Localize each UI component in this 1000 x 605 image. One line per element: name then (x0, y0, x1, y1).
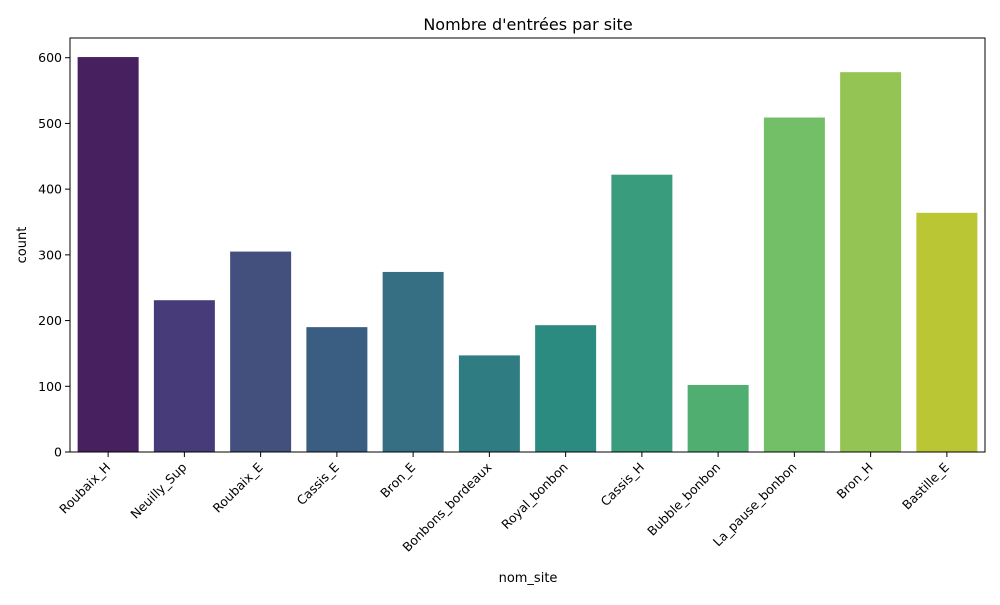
bar-Bonbons_bordeaux (458, 355, 520, 452)
y-tick-label: 300 (38, 247, 62, 262)
y-axis-label: count (15, 227, 30, 264)
x-tick-label: Bubble_bonbon (644, 460, 723, 539)
y-tick-label: 600 (38, 50, 62, 65)
bar-Roubaix_E (230, 251, 292, 452)
bar-Neuilly_Sup (153, 300, 215, 452)
x-tick-label: Neuilly_Sup (127, 459, 189, 521)
chart-title: Nombre d'entrées par site (423, 15, 632, 34)
x-tick-label: Roubaix_E (210, 459, 266, 515)
y-tick-label: 200 (38, 313, 62, 328)
x-tick-label: Royal_bonbon (498, 460, 571, 533)
bar-La_pause_bonbon (763, 117, 825, 452)
x-tick-label: Cassis_H (597, 460, 647, 510)
y-tick-label: 100 (38, 379, 62, 394)
x-tick-label: Cassis_E (294, 459, 343, 508)
y-tick-label: 500 (38, 116, 62, 131)
bar-Bubble_bonbon (687, 384, 749, 452)
bar-Royal_bonbon (535, 325, 597, 452)
plot-frame (69, 37, 986, 453)
bar-Bastille_E (916, 212, 978, 452)
x-tick-label: Bron_E (377, 459, 418, 500)
bar-Cassis_E (306, 327, 368, 452)
x-tick-label: Bastille_E (899, 459, 952, 512)
bars-group (77, 57, 978, 453)
bar-Bron_E (382, 271, 444, 452)
x-axis-ticks: Roubaix_H Neuilly_Sup Roubaix_E Cassis_E Bro… (56, 452, 952, 555)
y-tick-label: 0 (54, 445, 62, 460)
bar-Bron_H (840, 72, 902, 453)
x-tick-label: Bron_H (834, 460, 876, 502)
bar-Roubaix_H (77, 57, 139, 453)
x-tick-label: Roubaix_H (56, 460, 113, 517)
x-tick-label: La_pause_bonbon (710, 460, 800, 550)
bar-Cassis_H (611, 174, 673, 452)
y-axis-ticks: 0 100 200 300 400 500 600 (38, 50, 70, 460)
x-axis-label: nom_site (499, 571, 558, 586)
y-tick-label: 400 (38, 182, 62, 197)
